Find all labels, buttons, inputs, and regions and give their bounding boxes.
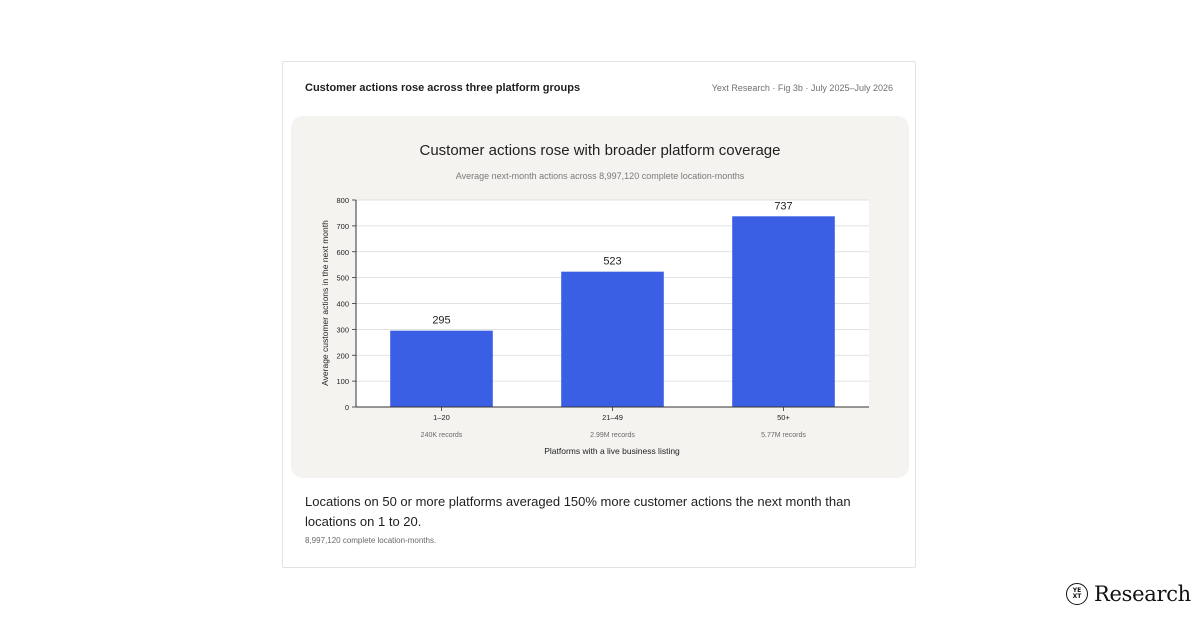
y-tick-label: 0 <box>345 403 349 412</box>
logo-text: YEXT <box>1072 587 1082 600</box>
y-tick-label: 700 <box>336 222 349 231</box>
bar-value-label: 737 <box>774 200 792 212</box>
y-tick-label: 300 <box>336 325 349 334</box>
brand-mark: YEXT Research <box>1066 582 1191 606</box>
x-axis-ticks: 1–20 240K records 21–49 2.99M records 50+ 5.7… <box>421 407 806 439</box>
y-axis-ticks: 0 100 200 300 400 500 600 700 800 <box>336 196 356 412</box>
bar-chart: Customer actions rose with broader platf… <box>320 142 869 456</box>
chart-panel: Customer actions rose with broader platf… <box>291 116 909 478</box>
brand-wordmark: Research <box>1094 582 1191 606</box>
chart-title: Customer actions rose with broader platf… <box>420 142 781 159</box>
y-tick-label: 100 <box>336 377 349 386</box>
y-tick-label: 400 <box>336 300 349 309</box>
summary-text: Locations on 50 or more platforms averag… <box>305 494 851 529</box>
x-tick-label: 50+ <box>777 413 790 422</box>
y-axis-label: Average customer actions in the next mon… <box>320 220 330 386</box>
record-count-label: 240K records <box>421 432 463 439</box>
y-tick-label: 500 <box>336 274 349 283</box>
card-meta: Yext Research · Fig 3b · July 2025–July … <box>711 83 893 93</box>
x-tick-label: 21–49 <box>602 413 623 422</box>
x-tick-label: 1–20 <box>433 413 450 422</box>
chart-subtitle: Average next-month actions across 8,997,… <box>456 171 745 181</box>
y-tick-label: 600 <box>336 248 349 257</box>
x-axis-label: Platforms with a live business listing <box>544 446 680 456</box>
bar <box>732 216 835 407</box>
card-title: Customer actions rose across three platf… <box>305 82 581 94</box>
yext-logo-icon: YEXT <box>1066 583 1088 605</box>
bar <box>561 271 664 407</box>
y-tick-label: 800 <box>336 196 349 205</box>
record-count-label: 5.77M records <box>761 432 806 439</box>
bars: 295 523 737 <box>390 200 835 407</box>
bar-value-label: 523 <box>603 256 621 268</box>
chart-card: Customer actions rose across three platf… <box>282 61 916 568</box>
y-tick-label: 200 <box>336 351 349 360</box>
bar-value-label: 295 <box>432 315 450 327</box>
footnote: 8,997,120 complete location-months. <box>305 536 437 545</box>
bar <box>390 330 493 407</box>
record-count-label: 2.99M records <box>590 432 635 439</box>
